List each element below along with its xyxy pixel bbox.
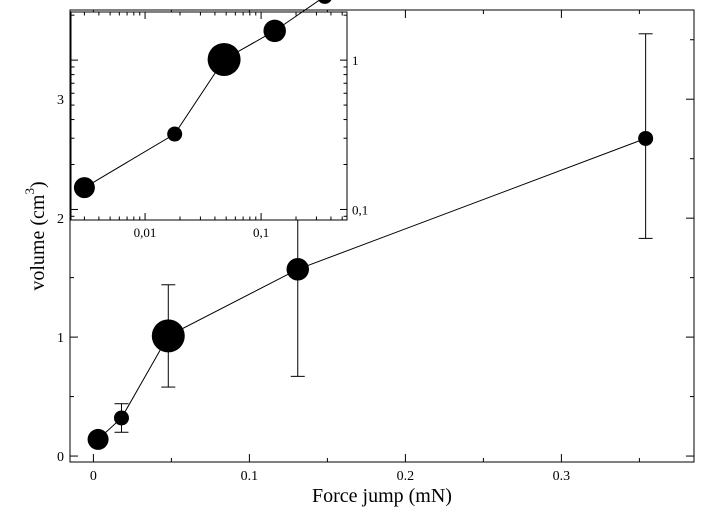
inset-frame xyxy=(70,11,348,221)
inset-data-point xyxy=(318,0,332,4)
data-point xyxy=(87,428,109,450)
x-tick-label: 0.1 xyxy=(241,469,259,484)
inset-background xyxy=(71,12,347,220)
main-plot-frame xyxy=(69,9,695,463)
data-point xyxy=(638,130,654,146)
inset-y-tick-label: 0,1 xyxy=(352,202,368,217)
x-axis-label: Force jump (mN) xyxy=(312,485,452,507)
y-axis-label-main: volume (cm xyxy=(27,194,49,291)
y-tick-label: 2 xyxy=(57,212,64,227)
x-tick-label: 0.2 xyxy=(397,469,415,484)
y-tick-label: 1 xyxy=(57,331,64,346)
x-tick-label: 0 xyxy=(90,469,97,484)
data-point xyxy=(113,410,129,426)
inset-x-tick-label: 0,01 xyxy=(134,225,157,240)
inset-y-tick-label: 1 xyxy=(352,53,359,68)
data-point xyxy=(286,258,310,281)
inset-data-point xyxy=(73,177,95,199)
inset-data-point xyxy=(207,42,241,76)
x-tick-label: 0.3 xyxy=(553,469,571,484)
inset-x-tick-label: 0,1 xyxy=(253,225,269,240)
y-axis-label-superscript: 3 xyxy=(22,188,37,195)
inset-data-point xyxy=(167,126,183,142)
y-tick-label: 3 xyxy=(57,93,64,108)
y-axis-label-close: ) xyxy=(27,181,49,188)
y-axis-label: volume (cm3) xyxy=(22,181,49,290)
inset-plot: 0,01 0,1 0,1 1 xyxy=(71,0,368,240)
y-tick-label: 0 xyxy=(57,450,64,465)
data-point xyxy=(151,319,185,353)
inset-data-point xyxy=(263,19,286,43)
y-axis-label-group: volume (cm3) xyxy=(22,181,49,290)
main-plot: 0 0.1 0.2 0.3 0 1 2 3 xyxy=(57,10,694,484)
